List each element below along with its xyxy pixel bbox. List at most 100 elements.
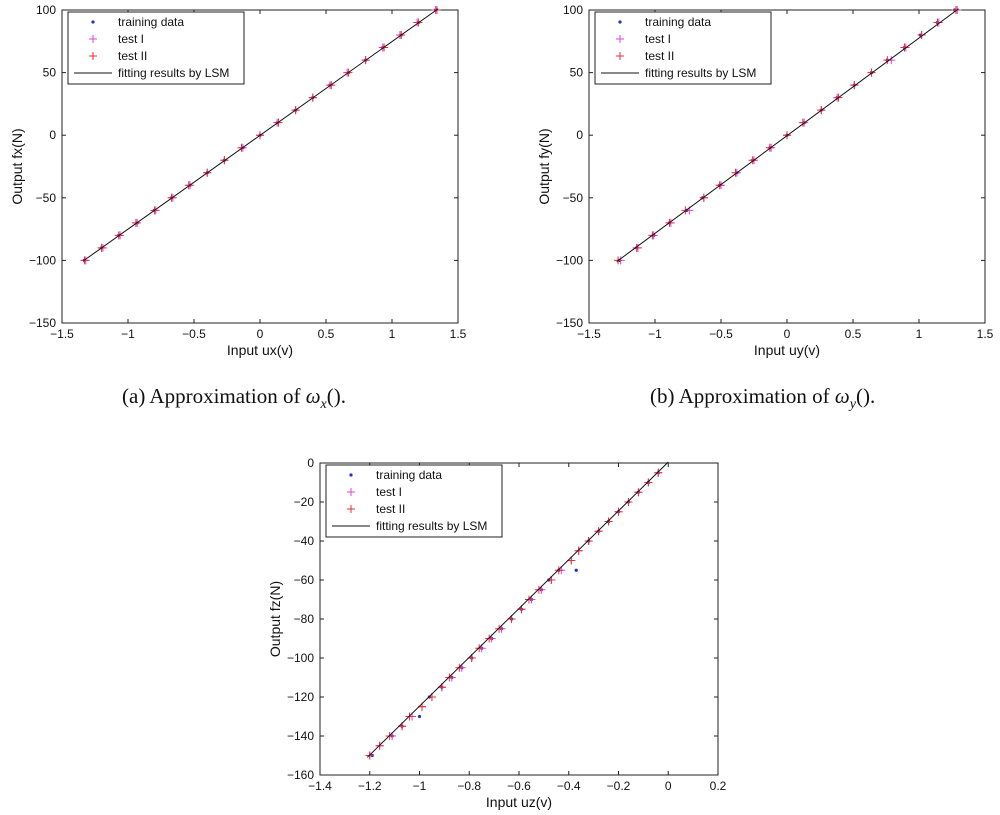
x-tick-label: −1.5 xyxy=(50,327,74,341)
point-test-ii xyxy=(654,468,663,477)
x-tick-label: 0.5 xyxy=(318,327,335,341)
x-tick-label: 0 xyxy=(784,327,791,341)
y-tick-label: 50 xyxy=(43,66,57,80)
y-tick-label: 100 xyxy=(563,3,583,17)
x-tick-label: −0.5 xyxy=(709,327,733,341)
legend-label-training-data: training data xyxy=(376,468,442,482)
y-axis-label: Output fz(N) xyxy=(267,581,283,657)
point-test-ii xyxy=(917,31,926,40)
caption-b-suffix: (). xyxy=(855,384,876,408)
legend-label-test-ii: test II xyxy=(645,49,674,63)
y-axis-label: Output fy(N) xyxy=(536,128,552,204)
x-tick-label: −0.4 xyxy=(557,779,581,793)
caption-a: (a) Approximation of ωx(). xyxy=(122,384,346,413)
point-test-ii xyxy=(495,624,504,633)
y-axis-label: Output fx(N) xyxy=(9,128,25,204)
legend-swatch-test-ii xyxy=(89,52,97,60)
x-axis-label: Input uz(v) xyxy=(486,794,552,810)
x-tick-label: 0.5 xyxy=(845,327,862,341)
x-tick-label: 0.2 xyxy=(710,779,727,793)
point-test-ii xyxy=(883,56,892,65)
legend: training data test I test II fitting result… xyxy=(594,11,772,85)
legend-label-fitting-results-by-lsm: fitting results by LSM xyxy=(118,66,229,80)
x-tick-label: 0 xyxy=(665,779,672,793)
x-tick-label: −0.2 xyxy=(607,779,631,793)
y-tick-label: −120 xyxy=(287,690,314,704)
legend: training data test I test II fitting result… xyxy=(67,11,245,85)
point-test-ii xyxy=(624,498,633,506)
point-test-ii xyxy=(524,595,533,604)
x-tick-label: −1 xyxy=(648,327,662,341)
chart-fx: −1.5 −1 −0.5 0 0.5 1 1.5 −150 −100 −50 0 50 100 Input… xyxy=(9,3,467,358)
y-tick-label: 50 xyxy=(570,66,584,80)
point-test-ii xyxy=(900,43,909,52)
caption-a-suffix: (). xyxy=(326,384,347,408)
y-tick-label: −80 xyxy=(294,612,315,626)
legend-label-test-ii: test II xyxy=(118,49,147,63)
legend-swatch-test-i xyxy=(347,488,355,496)
point-test-ii xyxy=(634,488,643,497)
point-test-ii xyxy=(184,181,193,190)
point-test-ii xyxy=(850,81,859,90)
point-test-ii xyxy=(798,118,807,127)
legend-label-training-data: training data xyxy=(645,15,711,29)
legend-label-test-i: test I xyxy=(118,32,144,46)
x-axis-label: Input uy(v) xyxy=(754,342,820,358)
caption-b-prefix: (b) xyxy=(650,384,675,408)
legend-swatch-training-data xyxy=(349,473,353,477)
y-tick-label: −150 xyxy=(29,316,56,330)
x-tick-label: −1.2 xyxy=(358,779,382,793)
x-tick-label: 1.5 xyxy=(977,327,994,341)
point-test-ii xyxy=(748,156,757,165)
legend-label-fitting-results-by-lsm: fitting results by LSM xyxy=(645,66,756,80)
legend-swatch-test-i xyxy=(616,35,624,43)
y-tick-label: 0 xyxy=(307,456,314,470)
legend-box xyxy=(594,11,772,85)
point-test-ii xyxy=(644,478,653,487)
x-tick-label: 1.5 xyxy=(450,327,467,341)
legend-swatch-training-data xyxy=(618,20,622,24)
x-tick-label: 1 xyxy=(916,327,923,341)
point-test-ii xyxy=(731,168,740,177)
y-tick-label: −150 xyxy=(556,316,583,330)
caption-a-symbol: ω xyxy=(305,384,321,408)
point-training-data xyxy=(417,714,422,719)
y-tick-label: −100 xyxy=(29,253,56,267)
legend-label-training-data: training data xyxy=(118,15,184,29)
y-tick-label: −60 xyxy=(294,573,315,587)
chart-fy: −1.5 −1 −0.5 0 0.5 1 1.5 −150 −100 −50 0 50 100 Input… xyxy=(536,3,994,358)
point-test-ii xyxy=(237,143,246,152)
x-tick-label: 1 xyxy=(389,327,396,341)
x-axis-label: Input ux(v) xyxy=(227,342,293,358)
legend-swatch-test-i xyxy=(89,35,97,43)
y-tick-label: −160 xyxy=(287,768,314,782)
legend-label-test-ii: test II xyxy=(376,502,405,516)
y-tick-label: 0 xyxy=(576,128,583,142)
y-tick-label: −100 xyxy=(556,253,583,267)
series-line-fitting-results-by-lsm xyxy=(82,8,439,262)
point-test-ii xyxy=(604,517,613,526)
legend: training data test I test II fitting result… xyxy=(325,464,503,538)
caption-b-sub: y xyxy=(849,397,856,413)
y-tick-label: −100 xyxy=(287,651,314,665)
point-test-ii xyxy=(534,585,543,594)
series-line-fitting-results-by-lsm xyxy=(616,8,959,263)
legend-swatch-test-ii xyxy=(616,52,624,60)
legend-swatch-test-ii xyxy=(347,505,355,513)
caption-a-sub: x xyxy=(320,397,327,413)
x-tick-label: −1.5 xyxy=(577,327,601,341)
y-tick-label: −20 xyxy=(294,495,315,509)
caption-b-symbol: ω xyxy=(834,384,850,408)
point-test-ii xyxy=(951,6,960,14)
legend-swatch-training-data xyxy=(91,20,95,24)
point-test-ii xyxy=(584,537,593,545)
y-tick-label: −50 xyxy=(36,191,57,205)
point-test-ii xyxy=(594,527,603,536)
point-test-ii xyxy=(614,507,623,516)
y-tick-label: −140 xyxy=(287,729,314,743)
point-test-ii xyxy=(131,218,140,227)
point-test-ii xyxy=(574,546,583,555)
caption-a-text: Approximation of xyxy=(149,384,301,408)
x-tick-label: −0.8 xyxy=(457,779,481,793)
